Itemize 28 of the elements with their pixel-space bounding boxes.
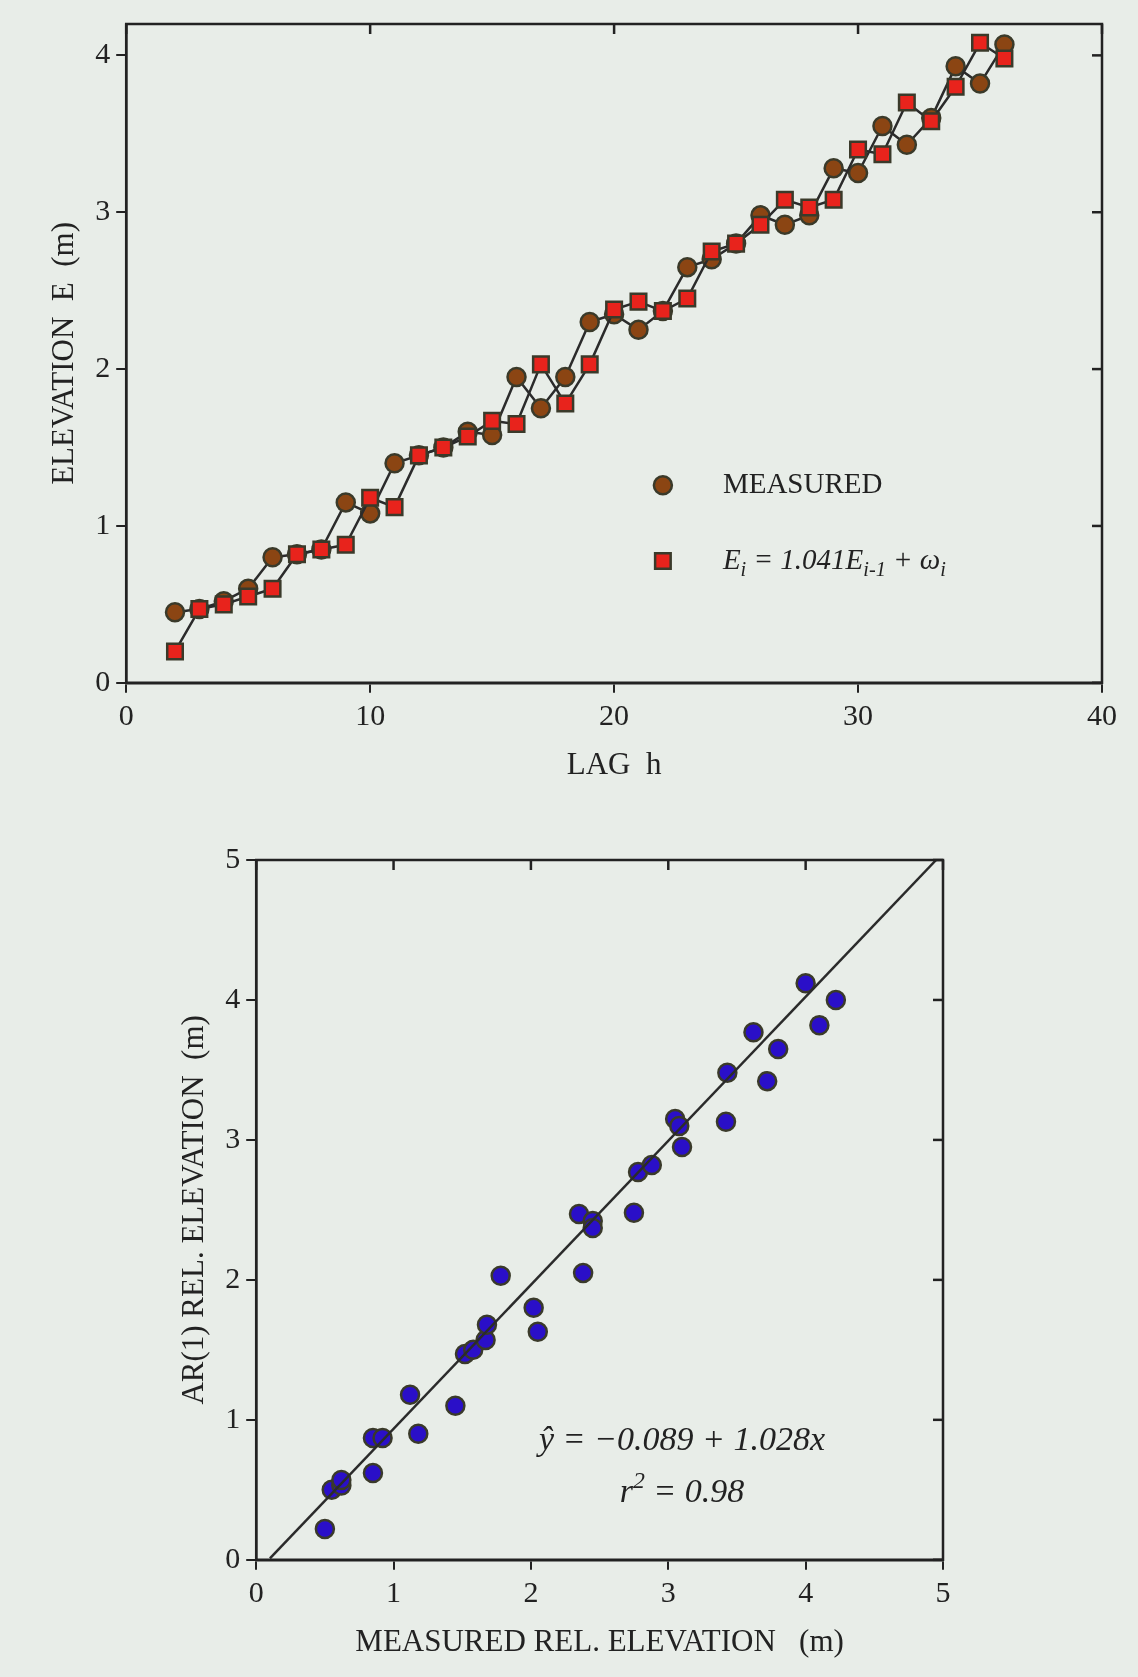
- x-tick-label: 0: [118, 697, 134, 731]
- x-tick-label: 1: [386, 1574, 402, 1608]
- x-tick-label: 40: [1087, 697, 1117, 731]
- y-axis-title: AR(1) REL. ELEVATION (m): [174, 1015, 210, 1405]
- legend-label: MEASURED: [722, 466, 883, 499]
- y-tick-label: 2: [95, 349, 111, 383]
- y-tick-label: 4: [95, 36, 111, 70]
- annotation: ŷ = −0.089 + 1.028x: [536, 1419, 826, 1457]
- x-tick-label: 20: [599, 697, 630, 731]
- y-tick-label: 3: [225, 1120, 241, 1154]
- x-tick-label: 10: [355, 697, 386, 731]
- x-tick-label: 4: [798, 1574, 814, 1608]
- x-tick-label: 0: [248, 1574, 264, 1608]
- x-axis-title: MEASURED REL. ELEVATION (m): [355, 1622, 844, 1658]
- x-axis-title: LAG h: [566, 745, 662, 781]
- y-tick-label: 4: [225, 980, 241, 1014]
- y-tick-label: 2: [225, 1260, 241, 1294]
- x-tick-label: 5: [935, 1574, 951, 1608]
- y-tick-label: 5: [225, 840, 241, 874]
- y-axis-title: ELEVATION E (m): [44, 221, 80, 485]
- y-tick-label: 0: [225, 1540, 241, 1574]
- y-tick-label: 0: [95, 663, 111, 697]
- x-tick-label: 3: [660, 1574, 676, 1608]
- x-tick-label: 30: [843, 697, 874, 731]
- y-tick-label: 1: [95, 506, 111, 540]
- x-tick-label: 2: [523, 1574, 539, 1608]
- y-tick-label: 3: [95, 193, 111, 227]
- y-tick-label: 1: [225, 1400, 241, 1434]
